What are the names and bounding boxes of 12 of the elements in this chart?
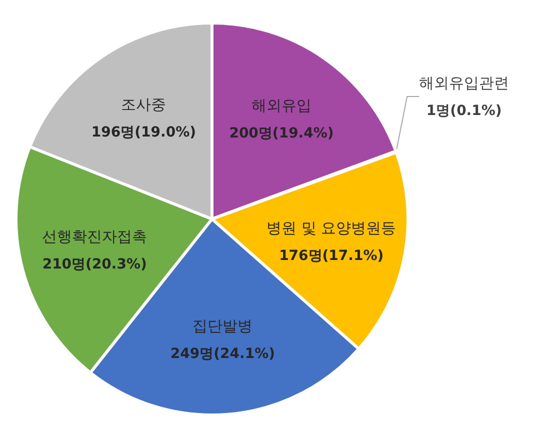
slice-label: 선행확진자접촉 — [42, 227, 148, 246]
slice-label: 조사중 — [121, 95, 166, 114]
data-label: 176명(17.1%) — [279, 248, 384, 264]
slice-label: 병원 및 요양병원등 — [266, 218, 396, 237]
data-label: 196명(19.0%) — [91, 124, 196, 140]
slice-label: 해외유입관련 — [419, 74, 510, 92]
data-label: 210명(20.3%) — [42, 256, 147, 272]
data-label: 249명(24.1%) — [170, 346, 276, 362]
slice-label: 해외유입 — [252, 96, 312, 114]
data-label: 1명(0.1%) — [426, 102, 502, 119]
slice-label: 집단발병 — [192, 317, 253, 336]
data-label: 200명(19.4%) — [229, 125, 334, 142]
